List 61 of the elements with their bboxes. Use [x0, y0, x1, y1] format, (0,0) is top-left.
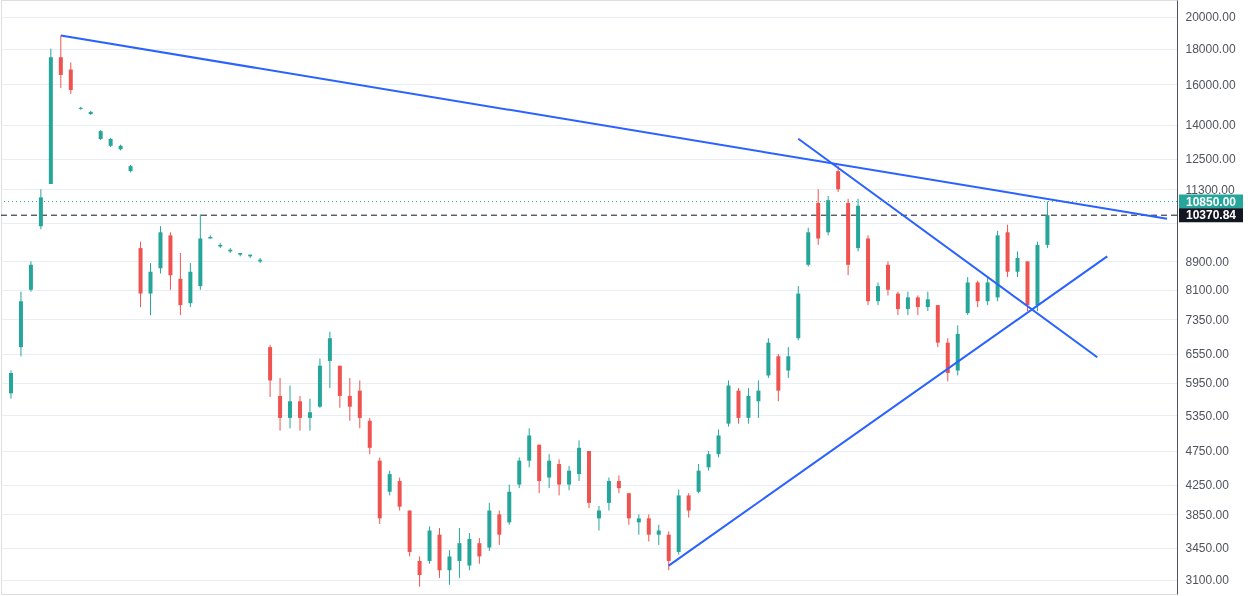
y-tick-label: 4250.00 — [1185, 478, 1230, 493]
y-tick-label: 16000.00 — [1185, 77, 1236, 92]
candlestick — [616, 474, 621, 494]
candlestick — [836, 165, 841, 193]
candlestick — [696, 463, 701, 494]
y-tick-label: 3100.00 — [1185, 573, 1230, 588]
candlestick — [596, 505, 601, 532]
candlestick — [387, 470, 392, 496]
candlestick — [547, 453, 552, 489]
candlestick — [686, 492, 691, 519]
ref-line-label: 10370.84 — [1185, 208, 1237, 223]
candlestick — [447, 549, 452, 586]
candlestick — [327, 331, 332, 389]
y-tick-label: 4750.00 — [1185, 444, 1230, 459]
y-tick-label: 12500.00 — [1185, 152, 1236, 167]
y-tick-label: 20000.00 — [1185, 10, 1236, 25]
candlestick — [646, 513, 651, 542]
y-tick-label: 8100.00 — [1185, 283, 1230, 298]
candlestick — [148, 262, 153, 316]
candlestick — [278, 377, 283, 432]
candlestick — [656, 524, 661, 546]
candlestick — [567, 465, 572, 491]
candlestick — [457, 527, 462, 579]
candlestick — [915, 294, 920, 316]
candlestick — [477, 537, 482, 565]
candlestick — [706, 450, 711, 472]
candlestick — [58, 35, 63, 89]
candlestick — [925, 291, 930, 312]
candlestick — [8, 370, 13, 400]
candlestick — [975, 280, 980, 308]
y-tick-label: 3450.00 — [1185, 541, 1230, 556]
candlestick — [417, 555, 422, 588]
candlestick — [497, 510, 502, 546]
candlestick — [307, 398, 312, 432]
candlestick — [716, 429, 721, 458]
candlestick — [68, 61, 73, 95]
candlestick — [1015, 250, 1020, 278]
candlestick — [756, 379, 761, 419]
candlestick — [876, 281, 881, 306]
ref-line-label: 10850.00 — [1185, 194, 1237, 209]
candlestick — [288, 385, 293, 429]
candlestick — [746, 387, 751, 425]
candlestick — [636, 513, 641, 536]
y-tick-label: 11300.00 — [1185, 182, 1235, 197]
candlestick — [606, 477, 611, 512]
y-tick-label: 14000.00 — [1185, 118, 1236, 133]
y-tick-label: 5950.00 — [1185, 376, 1230, 391]
y-tick-label: 8900.00 — [1185, 254, 1230, 269]
y-tick-label: 5350.00 — [1185, 408, 1230, 423]
candlestick — [347, 377, 352, 422]
candlestick — [895, 291, 900, 316]
candlestick — [297, 395, 302, 432]
y-tick-label: 3850.00 — [1185, 507, 1230, 522]
candlestick — [786, 346, 791, 379]
y-tick-label: 7350.00 — [1185, 312, 1230, 327]
candlestick — [557, 458, 562, 496]
y-tick-label: 18000.00 — [1185, 42, 1236, 57]
candlestick — [985, 276, 990, 306]
candlestick — [517, 456, 522, 489]
y-tick-label: 6550.00 — [1185, 347, 1230, 362]
candlestick — [905, 291, 910, 316]
